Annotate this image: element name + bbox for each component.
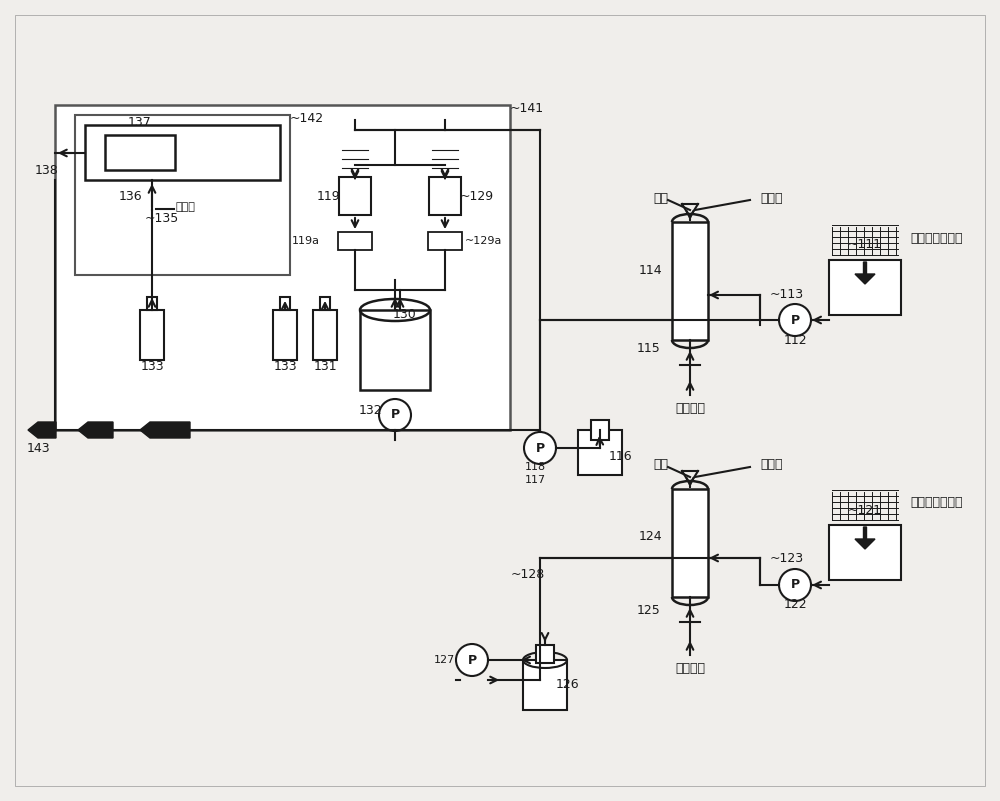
- Text: P: P: [535, 441, 545, 454]
- Text: ~141: ~141: [510, 102, 544, 115]
- Bar: [320, 297, 330, 310]
- Text: ~123: ~123: [770, 552, 804, 565]
- Bar: [140, 310, 164, 360]
- Text: 125: 125: [636, 603, 660, 617]
- Text: 138: 138: [35, 163, 59, 176]
- Text: ~129a: ~129a: [465, 236, 502, 246]
- FancyArrow shape: [140, 422, 190, 438]
- Bar: [85, 125, 280, 180]
- Text: 回收系统: 回收系统: [675, 662, 705, 674]
- Text: 回收系统: 回收系统: [675, 401, 705, 414]
- FancyArrow shape: [78, 422, 113, 438]
- Circle shape: [456, 644, 488, 676]
- Text: 药品: 药品: [653, 191, 668, 204]
- Text: 119a: 119a: [292, 236, 320, 246]
- FancyArrow shape: [855, 262, 875, 284]
- Text: 阳离子交换树脂: 阳离子交换树脂: [910, 497, 962, 509]
- Text: 133: 133: [273, 360, 297, 373]
- Text: 126: 126: [555, 678, 579, 691]
- Text: ~129: ~129: [460, 190, 494, 203]
- Text: ~111: ~111: [848, 239, 882, 252]
- Text: 116: 116: [608, 450, 632, 464]
- Bar: [829, 260, 901, 315]
- Text: ~142: ~142: [290, 111, 324, 124]
- Bar: [313, 310, 337, 360]
- Bar: [523, 660, 567, 710]
- Text: 超纯水: 超纯水: [760, 191, 782, 204]
- Bar: [428, 232, 462, 250]
- Circle shape: [779, 569, 811, 601]
- Text: 122: 122: [783, 598, 807, 611]
- Bar: [672, 489, 708, 597]
- Bar: [578, 430, 622, 475]
- Bar: [75, 115, 290, 275]
- Text: 137: 137: [128, 116, 152, 130]
- Bar: [280, 297, 290, 310]
- Text: 112: 112: [783, 333, 807, 347]
- Bar: [360, 310, 430, 390]
- Text: ~121: ~121: [848, 504, 882, 517]
- Text: 132: 132: [358, 404, 382, 417]
- Text: 124: 124: [638, 530, 662, 544]
- Text: P: P: [467, 654, 477, 666]
- Text: 超纯水: 超纯水: [175, 202, 195, 212]
- Text: 133: 133: [140, 360, 164, 373]
- FancyArrow shape: [28, 422, 56, 438]
- Bar: [591, 420, 609, 440]
- Bar: [273, 310, 297, 360]
- Text: 119: 119: [316, 190, 340, 203]
- Bar: [147, 297, 157, 310]
- Circle shape: [379, 399, 411, 431]
- Bar: [672, 222, 708, 340]
- Bar: [55, 105, 510, 430]
- Text: 136: 136: [118, 190, 142, 203]
- Text: P: P: [390, 409, 400, 421]
- Text: ~113: ~113: [770, 288, 804, 301]
- Text: 131: 131: [313, 360, 337, 373]
- Text: 115: 115: [636, 341, 660, 355]
- Bar: [105, 135, 175, 170]
- Text: 143: 143: [26, 441, 50, 454]
- Circle shape: [524, 432, 556, 464]
- FancyArrow shape: [855, 527, 875, 549]
- Bar: [429, 177, 461, 215]
- Text: 118: 118: [524, 462, 546, 472]
- Text: 114: 114: [638, 264, 662, 276]
- Text: 药品: 药品: [653, 458, 668, 472]
- Text: ~135: ~135: [145, 211, 179, 224]
- Text: 阴离子交换树脂: 阴离子交换树脂: [910, 231, 962, 244]
- Text: 130: 130: [393, 308, 417, 321]
- Bar: [536, 645, 554, 663]
- Text: ~128: ~128: [511, 569, 545, 582]
- Text: P: P: [790, 578, 800, 591]
- Bar: [339, 177, 371, 215]
- Text: 超纯水: 超纯水: [760, 458, 782, 472]
- Text: 117: 117: [524, 475, 546, 485]
- Circle shape: [779, 304, 811, 336]
- Bar: [829, 525, 901, 580]
- Text: 127: 127: [433, 655, 455, 665]
- Text: P: P: [790, 313, 800, 327]
- Bar: [338, 232, 372, 250]
